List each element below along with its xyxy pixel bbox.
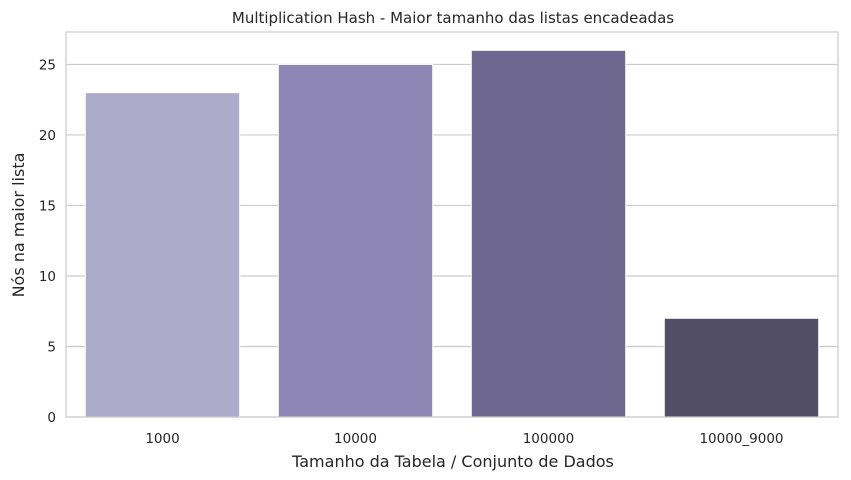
x-tick-label: 100000 — [523, 431, 575, 447]
y-tick-label: 20 — [39, 128, 56, 144]
y-axis-label: Nós na maior lista — [9, 153, 28, 298]
x-tick-labels: 1000 10000 100000 10000_9000 — [145, 431, 783, 447]
x-tick-label: 10000 — [334, 431, 377, 447]
bar-10000 — [277, 63, 434, 418]
y-tick-label: 25 — [39, 57, 56, 73]
plot-area-frame — [65, 31, 839, 418]
y-tick-labels: 0 5 10 15 20 25 — [39, 57, 56, 426]
bar-100000 — [470, 49, 627, 418]
y-tick-label: 15 — [39, 198, 56, 214]
bar-10000_9000 — [663, 317, 820, 418]
chart-title: Multiplication Hash - Maior tamanho das … — [232, 9, 674, 27]
x-tick-label: 1000 — [145, 431, 179, 447]
y-tick-label: 0 — [47, 410, 56, 426]
y-tick-label: 10 — [39, 269, 56, 285]
x-axis-label: Tamanho da Tabela / Conjunto de Dados — [291, 452, 614, 471]
y-tick-label: 5 — [47, 339, 56, 355]
bars — [84, 49, 820, 418]
bar-1000 — [84, 92, 241, 418]
x-tick-label: 10000_9000 — [699, 431, 783, 447]
